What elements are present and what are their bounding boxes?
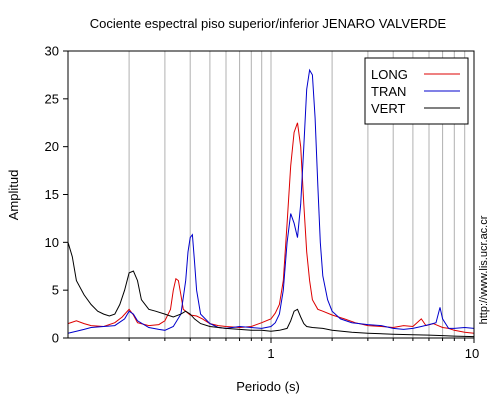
legend-label-tran: TRAN bbox=[371, 84, 406, 99]
x-axis-label: Periodo (s) bbox=[236, 379, 300, 394]
legend-label-vert: VERT bbox=[371, 101, 405, 116]
chart-title: Cociente espectral piso superior/inferio… bbox=[90, 16, 447, 31]
series-line-tran bbox=[67, 68, 475, 334]
y-tick-label: 10 bbox=[45, 235, 59, 250]
x-tick-label: 10 bbox=[465, 346, 479, 361]
y-tick-label: 0 bbox=[52, 331, 59, 346]
y-tick-label: 20 bbox=[45, 139, 59, 154]
y-tick-label: 15 bbox=[45, 187, 59, 202]
series-line-vert bbox=[67, 242, 475, 338]
credit-url: http://www.lis.ucr.ac.cr bbox=[478, 215, 490, 324]
legend-box bbox=[364, 57, 469, 125]
y-tick-label: 5 bbox=[52, 283, 59, 298]
legend-label-long: LONG bbox=[371, 67, 408, 82]
y-axis-label: Amplitud bbox=[6, 170, 21, 221]
series-line-long bbox=[67, 122, 475, 334]
y-tick-label: 30 bbox=[45, 44, 59, 59]
x-tick-label: 1 bbox=[267, 346, 274, 361]
y-tick-label: 25 bbox=[45, 91, 59, 106]
legend: LONG TRAN VERT bbox=[364, 57, 469, 125]
